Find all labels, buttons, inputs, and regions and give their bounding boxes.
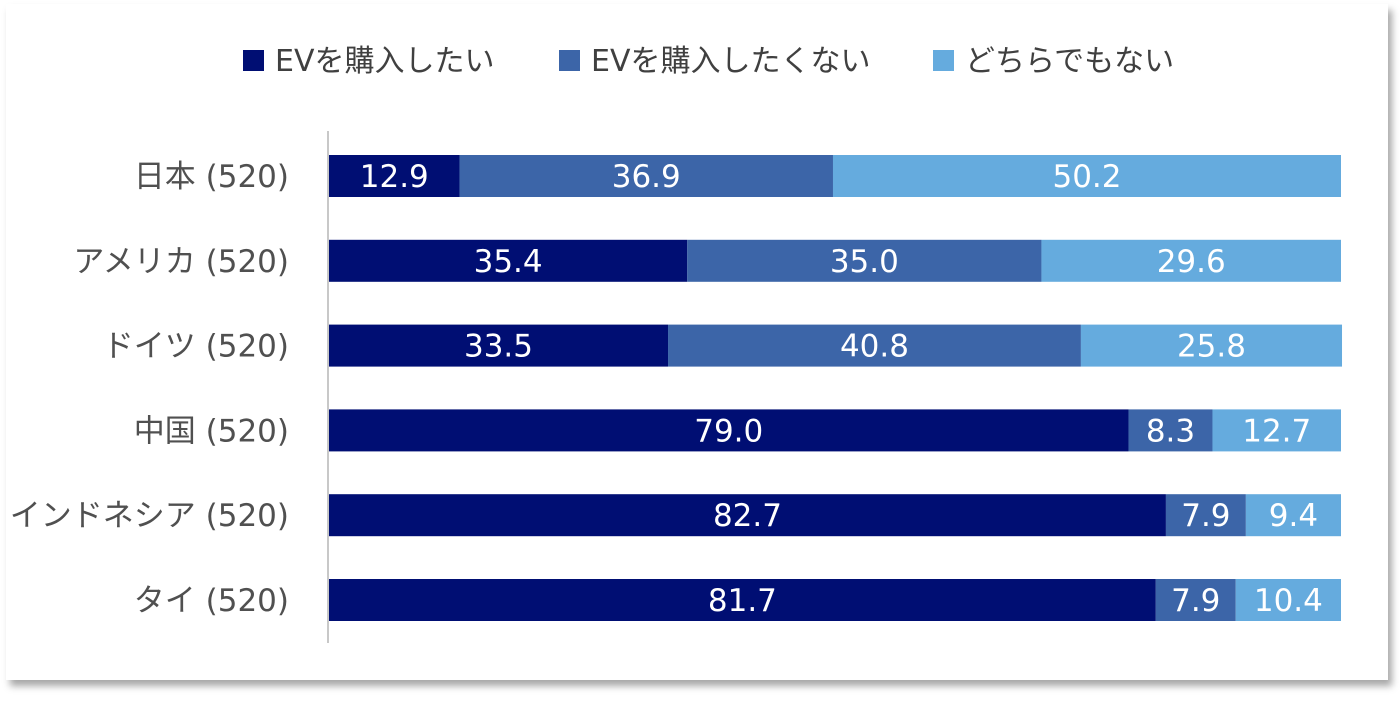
data-label: 12.9 [360, 159, 429, 195]
data-label: 7.9 [1181, 498, 1230, 534]
legend-item: EVを購入したくない [559, 44, 870, 79]
bar-segment [832, 155, 1341, 197]
legend-label: EVを購入したい [275, 44, 494, 79]
bar-row: 35.4 35.0 29.6 [329, 239, 1341, 282]
legend-swatch [559, 50, 580, 71]
data-label: 9.4 [1269, 498, 1318, 534]
bar-segment [1080, 324, 1343, 367]
bar-segment [668, 324, 1081, 367]
data-label: 50.2 [1052, 159, 1121, 195]
bar-row: 81.7 7.9 10.4 [329, 579, 1341, 621]
legend-label: EVを購入したくない [591, 44, 870, 79]
bar-segment [459, 155, 833, 197]
category-labels: 日本 (520) アメリカ (520) ドイツ (520) 中国 (520) インドネシ… [10, 159, 289, 619]
bar-segment [1128, 409, 1213, 452]
data-label: 25.8 [1177, 329, 1246, 365]
legend-swatch [933, 50, 954, 71]
category-label: 中国 (520) [134, 413, 289, 449]
category-label: アメリカ (520) [73, 244, 289, 280]
bar-row: 12.9 36.9 50.2 [329, 155, 1341, 197]
bar-segment [1155, 579, 1236, 621]
legend-label: どちらでもない [965, 44, 1174, 79]
bar-segment [329, 239, 688, 282]
bar-segment [1041, 239, 1341, 282]
bar-row: 33.5 40.8 25.8 [329, 324, 1343, 367]
data-label: 82.7 [713, 498, 782, 534]
bar-segment [329, 155, 460, 197]
bar-segment [329, 409, 1129, 452]
bar-segment [329, 579, 1156, 621]
data-label: 10.4 [1254, 583, 1323, 619]
data-label: 7.9 [1171, 583, 1220, 619]
category-label: ドイツ (520) [103, 329, 289, 365]
data-label: 35.0 [830, 244, 899, 280]
data-label: 79.0 [694, 413, 763, 449]
data-label: 8.3 [1146, 413, 1195, 449]
category-label: 日本 (520) [134, 159, 289, 195]
legend-item: どちらでもない [933, 44, 1174, 79]
bar-segment [687, 239, 1042, 282]
category-label: インドネシア (520) [10, 498, 289, 534]
data-label: 81.7 [708, 583, 777, 619]
data-label: 29.6 [1157, 244, 1226, 280]
bar-segment [329, 494, 1166, 537]
legend-item: EVを購入したい [243, 44, 494, 79]
bar-row: 82.7 7.9 9.4 [329, 494, 1341, 537]
bars: 12.9 36.9 50.2 35.4 35.0 29.6 33.5 40.8 25.8 79.0… [329, 155, 1343, 621]
bar-segment [1245, 494, 1341, 537]
bar-segment [329, 324, 669, 367]
legend-swatch [243, 50, 264, 71]
bar-row: 79.0 8.3 12.7 [329, 409, 1341, 452]
bar-segment [1235, 579, 1341, 621]
category-label: タイ (520) [134, 583, 289, 619]
data-label: 40.8 [840, 329, 909, 365]
data-label: 35.4 [474, 244, 543, 280]
data-label: 33.5 [464, 329, 533, 365]
data-label: 36.9 [612, 159, 681, 195]
legend: EVを購入したい EVを購入したくない どちらでもない [243, 44, 1174, 79]
data-label: 12.7 [1242, 413, 1311, 449]
bar-segment [1165, 494, 1246, 537]
bar-segment [1212, 409, 1341, 452]
